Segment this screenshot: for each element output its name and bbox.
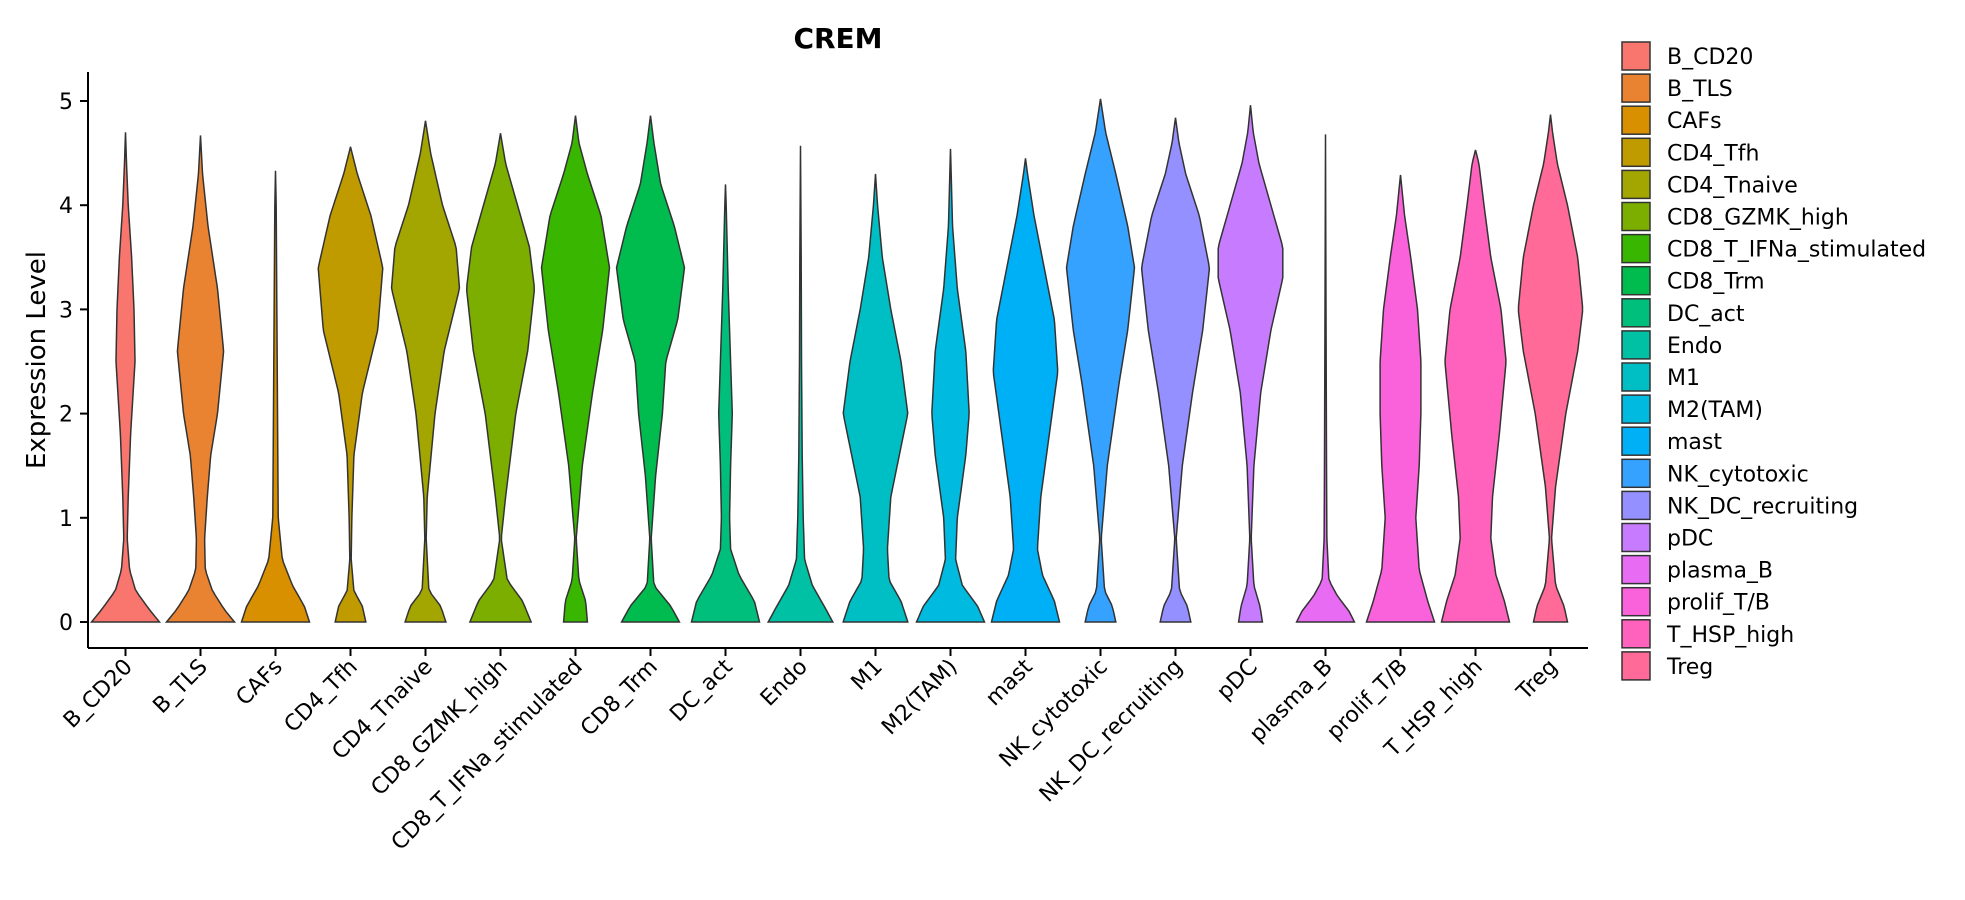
x-tick-label: B_TLS (149, 655, 213, 719)
legend-swatch (1621, 426, 1651, 456)
violin-T_HSP_high (1440, 149, 1511, 623)
legend-label: pDC (1667, 527, 1713, 552)
x-tick-label: Endo (756, 655, 813, 712)
legend-label: CD4_Tfh (1667, 141, 1759, 166)
legend-swatch (1621, 201, 1651, 232)
legend-swatch (1621, 522, 1651, 553)
legend-swatch (1621, 265, 1651, 296)
legend-swatch (1621, 651, 1651, 681)
legend-swatch (1621, 490, 1651, 521)
violin-Treg (1517, 114, 1584, 623)
y-tick-label: 4 (59, 194, 73, 219)
x-tick-label: DC_act (665, 654, 738, 727)
violin-CD8_T_IFNa_stimulated (540, 115, 611, 623)
legend-swatch (1621, 394, 1651, 424)
legend-swatch (1621, 233, 1651, 264)
violin-CD8_Trm (615, 115, 686, 623)
violin-CAFs (240, 170, 311, 623)
x-axis-ticks: B_CD20 B_TLS CAFsCD4_TfhCD4_TnaiveCD8_GZMK… (59, 648, 1563, 855)
legend-label: CD8_Trm (1667, 270, 1765, 295)
legend-label: NK_DC_recruiting (1667, 494, 1858, 519)
legend-swatch (1621, 619, 1651, 649)
x-tick-label: CD8_GZMK_high (367, 655, 513, 801)
legend-label: M2(TAM) (1667, 398, 1763, 423)
y-tick-label: 0 (59, 611, 73, 636)
legend-swatch (1621, 554, 1651, 585)
violin-CD4_Tnaive (390, 120, 461, 623)
legend-label: CD4_Tnaive (1667, 173, 1798, 198)
legend-label: CD8_T_IFNa_stimulated (1667, 238, 1926, 263)
legend-swatch (1621, 458, 1651, 489)
legend-swatch (1621, 586, 1651, 617)
violin-M2(TAM) (915, 148, 986, 623)
legend-swatch (1621, 169, 1651, 200)
y-tick-label: 1 (59, 507, 73, 532)
legend-swatch (1621, 362, 1651, 392)
legend-label: mast (1667, 430, 1722, 455)
violin-B_TLS (164, 135, 237, 623)
legend-swatch (1621, 330, 1651, 360)
legend-label: plasma_B (1667, 559, 1773, 584)
violin-Endo (766, 145, 835, 623)
violin-DC_act (690, 184, 761, 623)
x-tick-label: B_CD20 (59, 655, 138, 734)
y-tick-label: 5 (59, 90, 73, 115)
violin-NK_DC_recruiting (1140, 117, 1211, 623)
legend-label: CAFs (1667, 109, 1722, 134)
x-tick-label: M1 (847, 655, 888, 696)
violin-prolif_T/B (1365, 174, 1436, 623)
violin-NK_cytotoxic (1065, 98, 1136, 623)
violins-group (89, 98, 1584, 623)
legend-swatch (1621, 298, 1651, 328)
y-tick-label: 3 (59, 298, 73, 323)
x-tick-label: CD8_Trm (576, 655, 663, 742)
violin-B_CD20 (89, 132, 162, 623)
legend: B_CD20 B_TLS CAFs CD4_Tfh CD4_Tnaive CD8_GZMK… (1621, 41, 1926, 681)
legend-label: CD8_GZMK_high (1667, 206, 1849, 231)
x-tick-label: pDC (1212, 655, 1262, 705)
legend-label: T_HSP_high (1666, 623, 1794, 648)
x-tick-label: M2(TAM) (877, 655, 962, 740)
legend-swatch (1621, 41, 1651, 71)
legend-label: prolif_T/B (1667, 591, 1770, 616)
violin-CD8_GZMK_high (465, 133, 536, 623)
legend-label: DC_act (1667, 302, 1745, 327)
x-tick-label: CAFs (232, 655, 288, 711)
legend-swatch (1621, 137, 1651, 168)
violin-mast (990, 158, 1061, 623)
violin-pDC (1217, 105, 1284, 623)
legend-label: B_TLS (1667, 77, 1733, 102)
legend-swatch (1621, 105, 1651, 135)
x-tick-label: Treg (1512, 655, 1563, 706)
legend-label: Treg (1666, 655, 1713, 680)
legend-label: NK_cytotoxic (1667, 462, 1809, 487)
chart-title: CREM (793, 22, 882, 55)
y-tick-label: 2 (59, 403, 73, 428)
legend-label: M1 (1667, 366, 1700, 391)
legend-swatch (1621, 73, 1651, 103)
violin-plasma_B (1295, 134, 1356, 623)
x-tick-label: NK_DC_recruiting (1035, 655, 1188, 808)
y-axis-ticks: 0 1 2 3 4 5 (59, 90, 88, 636)
y-axis-title: Expression Level (22, 251, 52, 469)
x-tick-label: plasma_B (1245, 655, 1338, 748)
x-tick-label: mast (981, 654, 1038, 711)
violin-M1 (842, 173, 909, 623)
legend-label: B_CD20 (1667, 45, 1753, 70)
legend-label: Endo (1667, 334, 1722, 359)
violin-CD4_Tfh (317, 146, 384, 623)
